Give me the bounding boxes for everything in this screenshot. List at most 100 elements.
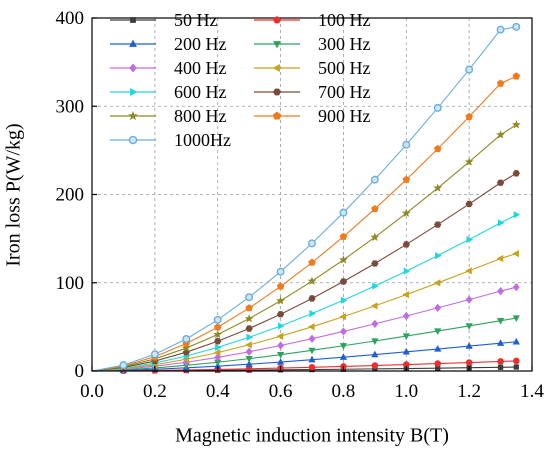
legend-item: 700 Hz [254,82,371,102]
x-tick-label: 0.2 [143,381,167,402]
data-point [339,313,347,321]
data-point [464,157,474,166]
data-point [372,282,379,290]
data-point [213,329,223,339]
legend-marker [130,88,138,96]
legend-marker [128,110,138,121]
legend-label: 900 Hz [318,106,371,126]
data-point [497,358,504,365]
legend-marker [128,135,138,145]
data-point [181,343,191,352]
data-point [512,250,519,258]
legend-label: 800 Hz [174,106,227,126]
data-point [513,211,521,219]
data-point [370,302,378,310]
data-point [371,338,379,345]
data-point [512,337,520,345]
data-point [245,293,254,302]
data-point [244,314,254,323]
y-axis-title: Iron loss P(W/kg) [2,123,25,267]
data-point [276,352,285,359]
series-900hz [91,72,521,372]
data-point [246,333,254,341]
data-point [402,361,410,368]
data-point [370,175,379,184]
legend-marker [273,16,281,24]
data-point [465,342,473,349]
legend-item: 600 Hz [110,82,227,102]
data-point [277,341,285,350]
data-point [339,255,348,264]
legend-marker [272,64,280,72]
legend-label: 1000Hz [174,130,231,150]
data-point [245,347,253,356]
data-point [245,325,253,332]
axis-ticks: 0.0 0.2 0.4 0.6 0.8 1.0 1.2 1.4 0 100 200 300 400 [56,8,545,402]
data-point [496,254,504,263]
data-point [496,339,505,346]
x-tick-label: 0.6 [269,381,293,402]
y-tick-label: 400 [56,8,85,29]
legend-marker [272,111,282,120]
data-point [496,318,505,325]
data-point [497,364,504,370]
y-tick-label: 300 [56,96,85,117]
data-point [309,309,316,318]
data-point [308,334,316,343]
legend-label: 300 Hz [318,34,371,54]
data-point [371,205,379,213]
data-point [213,323,222,331]
data-point [307,276,317,285]
data-point [512,315,520,323]
data-point [308,258,316,266]
data-point [308,295,316,302]
data-point [276,332,284,340]
data-point [434,345,442,352]
y-tick-label: 0 [75,361,85,382]
data-point [339,232,348,240]
data-point [465,359,473,366]
legend-label: 50 Hz [174,10,218,30]
data-point [402,311,410,321]
data-point [433,279,441,287]
data-point [402,333,410,341]
data-point [308,323,315,331]
legend-marker [129,39,137,47]
data-point [119,361,128,370]
y-tick-label: 200 [56,185,85,206]
data-point [276,358,285,365]
data-point [466,235,474,244]
data-point [434,328,442,335]
data-point [401,208,411,217]
data-point [277,322,285,330]
series-300hz [91,315,520,374]
data-point [402,347,410,355]
x-tick-label: 0.0 [80,381,104,402]
legend-label: 200 Hz [174,34,227,54]
data-point [276,296,285,305]
data-point [433,103,442,112]
series-700hz [91,170,520,372]
legend-item: 50 Hz [110,10,218,30]
data-point [465,295,473,304]
data-point [403,267,411,275]
legend-label: 400 Hz [174,58,227,78]
legend-label: 600 Hz [174,82,227,102]
legend-item: 900 Hz [254,106,371,126]
x-tick-label: 1.0 [394,381,418,402]
series-line [91,172,517,372]
data-point [512,72,521,80]
data-point [465,200,473,208]
data-point [511,120,521,129]
data-point [308,347,316,355]
data-point [213,349,221,357]
legend-label: 100 Hz [318,10,371,30]
data-point [402,175,411,183]
legend-item: 800 Hz [110,106,227,126]
data-point [513,364,519,370]
data-point [213,315,222,324]
data-point [512,283,520,292]
data-point [433,144,442,153]
data-point [496,25,505,34]
legend-label: 500 Hz [318,58,371,78]
